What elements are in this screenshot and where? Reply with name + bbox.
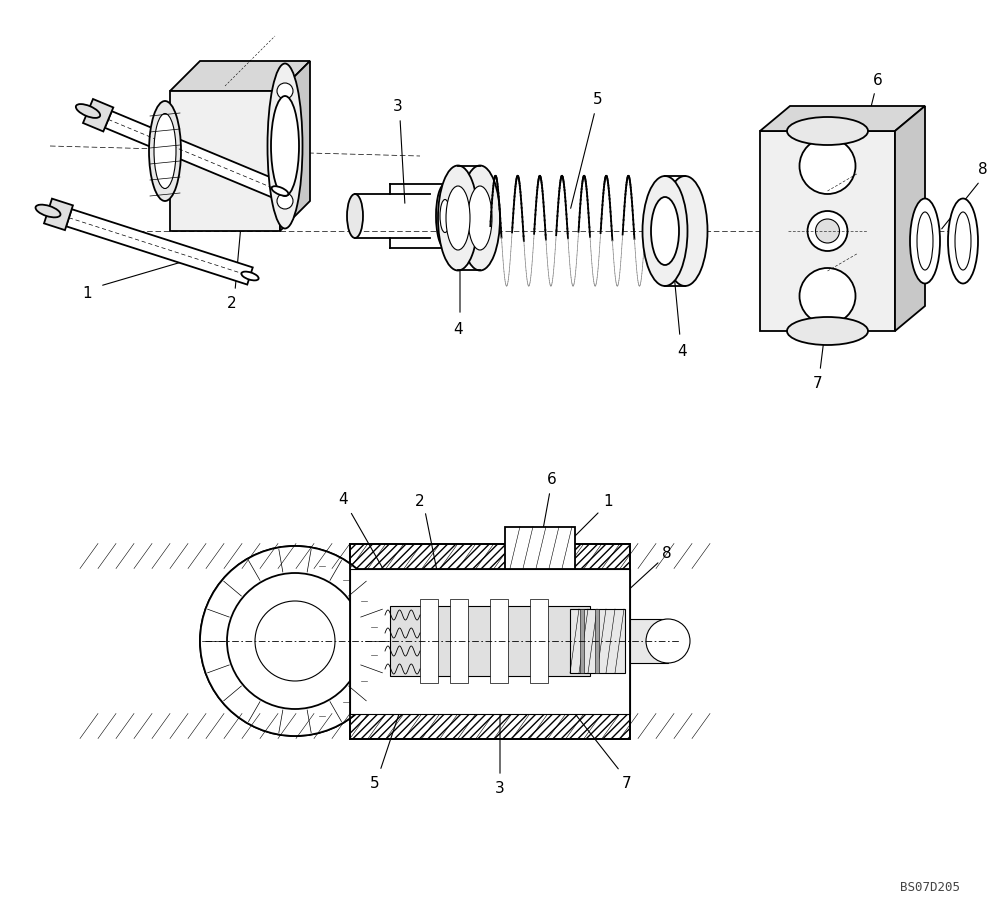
Bar bbox=[350, 713, 630, 739]
Bar bbox=[570, 609, 625, 673]
Bar bbox=[630, 619, 668, 663]
Circle shape bbox=[816, 220, 840, 244]
Ellipse shape bbox=[440, 200, 450, 233]
Text: 4: 4 bbox=[677, 344, 687, 359]
Text: BS07D205: BS07D205 bbox=[900, 880, 960, 893]
Bar bbox=[390, 607, 590, 676]
Bar bbox=[450, 599, 468, 683]
Polygon shape bbox=[760, 107, 925, 132]
Ellipse shape bbox=[787, 118, 868, 146]
Ellipse shape bbox=[662, 177, 708, 287]
Text: 6: 6 bbox=[873, 72, 883, 87]
Text: 5: 5 bbox=[593, 91, 603, 107]
Ellipse shape bbox=[438, 167, 478, 271]
Polygon shape bbox=[44, 200, 73, 230]
Ellipse shape bbox=[948, 200, 978, 284]
Text: 1: 1 bbox=[603, 494, 613, 509]
Circle shape bbox=[200, 547, 390, 736]
Text: 6: 6 bbox=[547, 472, 557, 487]
Circle shape bbox=[800, 269, 856, 324]
Ellipse shape bbox=[36, 205, 60, 218]
Ellipse shape bbox=[277, 194, 293, 210]
Ellipse shape bbox=[436, 185, 454, 249]
Polygon shape bbox=[895, 107, 925, 332]
Polygon shape bbox=[170, 62, 310, 92]
Circle shape bbox=[255, 601, 335, 681]
Ellipse shape bbox=[787, 318, 868, 345]
Text: 4: 4 bbox=[453, 322, 463, 337]
Text: 2: 2 bbox=[227, 296, 237, 312]
Text: 2: 2 bbox=[415, 494, 425, 509]
Text: 3: 3 bbox=[393, 98, 403, 113]
Text: 1: 1 bbox=[250, 69, 260, 85]
Ellipse shape bbox=[277, 84, 293, 100]
Ellipse shape bbox=[272, 187, 288, 197]
Bar bbox=[530, 599, 548, 683]
Polygon shape bbox=[280, 62, 310, 231]
Circle shape bbox=[808, 211, 848, 251]
Bar bbox=[760, 132, 895, 332]
Text: 5: 5 bbox=[370, 775, 380, 791]
Ellipse shape bbox=[460, 167, 500, 271]
Bar bbox=[170, 92, 280, 231]
Ellipse shape bbox=[651, 198, 679, 266]
Text: 3: 3 bbox=[495, 781, 505, 795]
Text: 8: 8 bbox=[978, 162, 988, 178]
Ellipse shape bbox=[154, 115, 176, 189]
Bar bbox=[490, 599, 508, 683]
Bar bbox=[595, 609, 599, 673]
Ellipse shape bbox=[642, 177, 688, 287]
Bar bbox=[350, 568, 630, 713]
Ellipse shape bbox=[76, 105, 100, 118]
Ellipse shape bbox=[271, 97, 299, 197]
Ellipse shape bbox=[268, 65, 303, 230]
Bar bbox=[505, 527, 575, 568]
Ellipse shape bbox=[917, 213, 933, 271]
Polygon shape bbox=[105, 112, 283, 200]
Bar bbox=[420, 599, 438, 683]
Text: 7: 7 bbox=[813, 376, 823, 391]
Bar bbox=[580, 609, 584, 673]
Polygon shape bbox=[66, 210, 253, 285]
Polygon shape bbox=[83, 100, 113, 132]
Circle shape bbox=[646, 619, 690, 663]
Ellipse shape bbox=[241, 272, 259, 281]
Ellipse shape bbox=[910, 200, 940, 284]
Text: 8: 8 bbox=[662, 546, 672, 561]
Ellipse shape bbox=[347, 195, 363, 239]
Text: 1: 1 bbox=[82, 286, 92, 302]
Ellipse shape bbox=[149, 102, 181, 201]
Text: 7: 7 bbox=[622, 775, 632, 791]
Circle shape bbox=[227, 573, 363, 710]
Circle shape bbox=[200, 547, 390, 736]
Bar bbox=[350, 544, 630, 739]
Ellipse shape bbox=[468, 187, 492, 251]
Ellipse shape bbox=[446, 187, 470, 251]
Bar bbox=[350, 544, 630, 568]
Text: 4: 4 bbox=[338, 492, 348, 507]
Ellipse shape bbox=[955, 213, 971, 271]
Circle shape bbox=[800, 138, 856, 195]
